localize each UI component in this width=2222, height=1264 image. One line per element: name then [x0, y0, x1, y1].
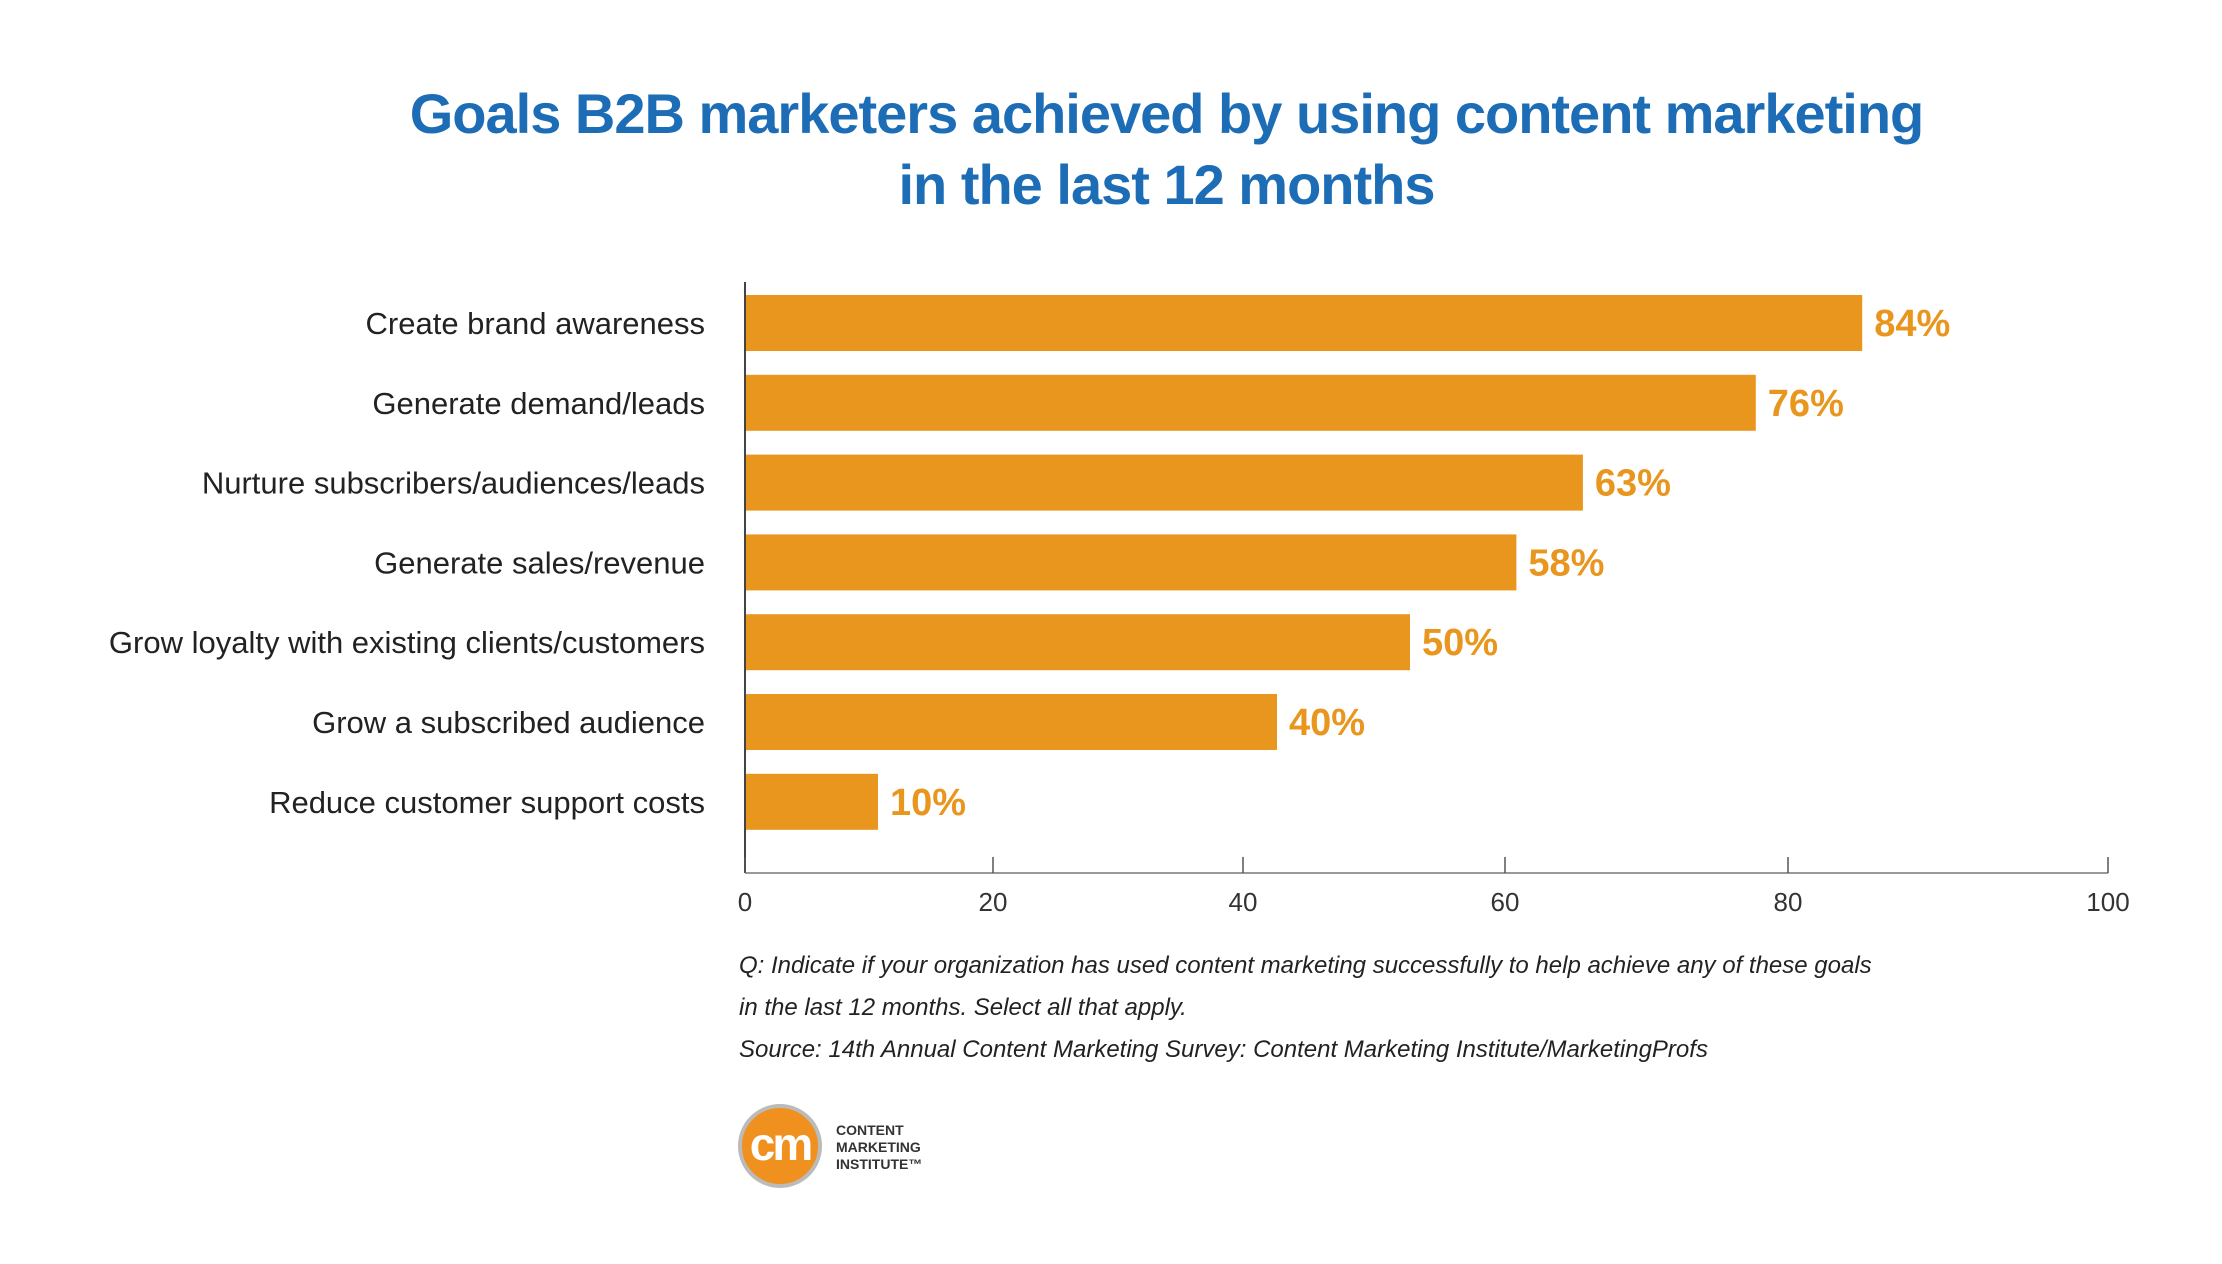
logo-text-line: CONTENT: [836, 1122, 904, 1138]
category-label: Create brand awareness: [366, 306, 705, 341]
data-label: 50%: [1422, 622, 1498, 664]
data-label: 76%: [1768, 383, 1844, 425]
cmi-logo-mark: cm: [738, 1104, 822, 1188]
footnote-question-1: Q: Indicate if your organization has use…: [739, 952, 1872, 979]
bar: [745, 454, 1583, 511]
footnote-question-2: in the last 12 months. Select all that a…: [739, 994, 1187, 1021]
data-label: 58%: [1528, 542, 1604, 584]
bar: [745, 614, 1410, 671]
bar: [745, 374, 1756, 431]
cmi-logo: cm CONTENT MARKETING INSTITUTE™: [738, 1104, 922, 1188]
category-label: Grow a subscribed audience: [312, 705, 705, 740]
bar-chart: Create brand awareness 84% Generate demand…: [109, 282, 2130, 917]
x-tick-label: 40: [1229, 887, 1258, 917]
x-tick-label: 0: [738, 887, 752, 917]
chart-title-line-2: in the last 12 months: [898, 153, 1436, 216]
x-tick-label: 20: [979, 887, 1008, 917]
bar: [745, 295, 1863, 351]
category-label: Generate sales/revenue: [374, 545, 705, 580]
logo-text-line: MARKETING: [836, 1139, 921, 1155]
category-label: Generate demand/leads: [372, 386, 705, 421]
footnote-source: Source: 14th Annual Content Marketing Su…: [739, 1036, 1708, 1063]
x-tick-label: 80: [1774, 887, 1803, 917]
data-label: 40%: [1289, 702, 1365, 744]
data-label: 63%: [1595, 463, 1671, 505]
x-tick-label: 60: [1491, 887, 1520, 917]
category-label: Reduce customer support costs: [269, 785, 705, 820]
cmi-logo-text: CONTENT MARKETING INSTITUTE™: [836, 1122, 922, 1173]
bar: [745, 534, 1517, 591]
chart-title-line-1: Goals B2B marketers achieved by using co…: [409, 82, 1925, 145]
logo-text-line: INSTITUTE™: [836, 1156, 923, 1172]
chart-title: Goals B2B marketers achieved by using co…: [0, 78, 2222, 220]
bar: [745, 694, 1277, 750]
x-tick-label: 100: [2086, 887, 2129, 917]
category-label: Grow loyalty with existing clients/custo…: [109, 625, 705, 660]
bar: [745, 773, 878, 830]
category-label: Nurture subscribers/audiences/leads: [202, 466, 705, 501]
data-label: 10%: [890, 782, 966, 824]
data-label: 84%: [1874, 303, 1950, 345]
